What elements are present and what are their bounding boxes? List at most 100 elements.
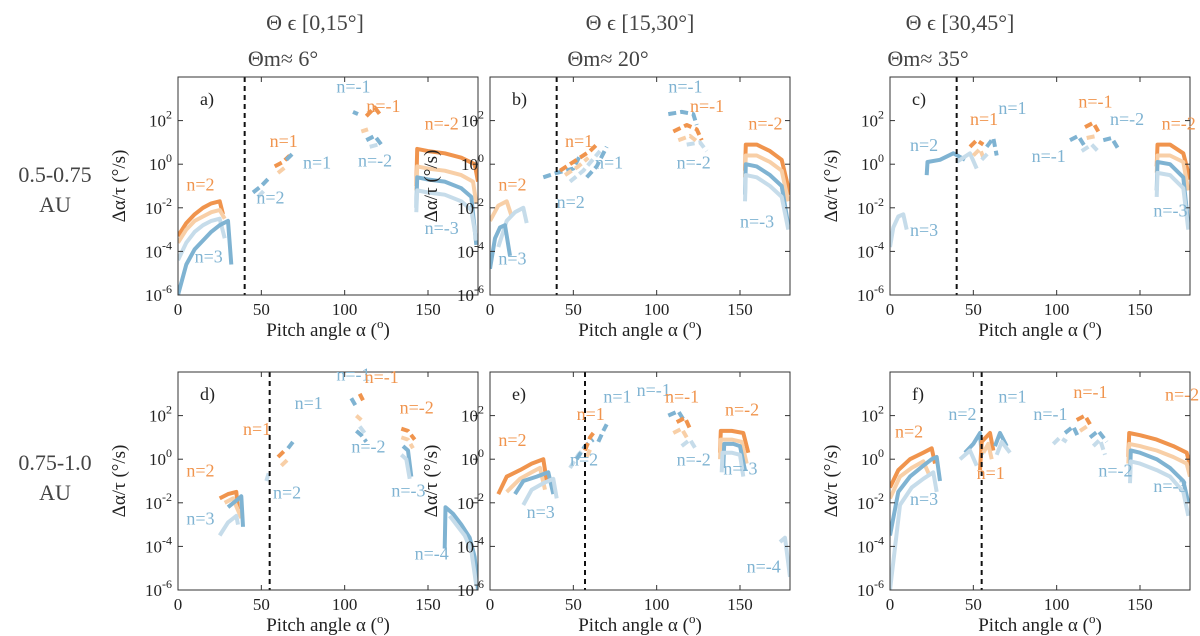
series-label: n=-1 xyxy=(1078,92,1112,112)
axes-frame xyxy=(489,371,791,591)
series-curve xyxy=(448,514,478,586)
series-curve xyxy=(1154,170,1190,230)
series-curve xyxy=(584,445,594,458)
series-curve xyxy=(286,438,297,450)
series-curve xyxy=(890,212,909,248)
series-curve xyxy=(365,133,383,146)
series-curve xyxy=(490,223,512,270)
x-axis-label: Pitch angle α (o) xyxy=(266,611,390,636)
series-curve xyxy=(279,457,290,468)
chart-panel: 0 50 100 150 10-6 10-4 10-2 100 102 Pitch angle α… xyxy=(421,76,791,341)
panel-label: a) xyxy=(200,89,214,110)
series-label: n=3 xyxy=(910,489,938,509)
y-tick-label: 100 xyxy=(861,151,884,174)
series-label: n=1 xyxy=(970,109,998,129)
y-axis-label: Δα/τ (°/s) xyxy=(821,445,842,518)
y-axis-label: Δα/τ (°/s) xyxy=(421,150,442,223)
series-label: n=-2 xyxy=(1098,461,1132,481)
series-label: n=-3 xyxy=(1153,201,1187,221)
series-curve xyxy=(558,143,599,173)
y-tick-label: 10-4 xyxy=(145,533,172,556)
x-tick-label: 100 xyxy=(644,300,670,319)
series-label: n=2 xyxy=(256,187,284,207)
series-curve xyxy=(284,151,295,162)
series-curve xyxy=(890,470,939,590)
y-tick-label: 100 xyxy=(461,446,484,469)
series-curve xyxy=(496,457,549,495)
x-tick-label: 100 xyxy=(332,595,358,614)
series-curve xyxy=(178,216,227,261)
column-header-theta-m: Θm≈ 35° xyxy=(887,46,968,71)
y-tick-label: 10-2 xyxy=(857,195,884,218)
x-tick-label: 150 xyxy=(727,595,753,614)
series-curve xyxy=(276,164,288,175)
x-tick-label: 0 xyxy=(886,300,895,319)
series-label: n=-3 xyxy=(425,218,459,238)
series-curve xyxy=(401,444,414,477)
series-label: n=-2 xyxy=(725,400,759,420)
y-tick-label: 10-6 xyxy=(145,577,172,600)
series-curve xyxy=(981,441,994,460)
y-axis-label: Δα/τ (°/s) xyxy=(421,445,442,518)
series-label: n=2 xyxy=(557,192,585,212)
series-label: n=2 xyxy=(273,482,301,502)
series-curve xyxy=(743,173,790,230)
y-tick-label: 10-2 xyxy=(857,490,884,513)
y-tick-label: 10-4 xyxy=(457,533,484,556)
series-label: n=1 xyxy=(998,387,1026,407)
x-tick-label: 0 xyxy=(486,300,495,319)
series-curve xyxy=(178,208,227,244)
axes-frame xyxy=(177,76,479,296)
series-label: n=3 xyxy=(498,248,526,268)
series-label: n=-1 xyxy=(365,367,399,387)
series-curve xyxy=(1128,459,1190,517)
series-curve xyxy=(399,453,412,480)
series-label: n=-1 xyxy=(1073,382,1107,402)
series-curve xyxy=(1075,413,1092,426)
y-tick-label: 10-2 xyxy=(457,490,484,513)
y-tick-label: 10-2 xyxy=(145,195,172,218)
series-label: n=1 xyxy=(295,393,323,413)
series-label: n=1 xyxy=(603,387,631,407)
series-label: n=-2 xyxy=(425,113,459,133)
series-curve xyxy=(778,535,790,578)
y-axis-label: Δα/τ (°/s) xyxy=(109,150,130,223)
y-tick-label: 10-6 xyxy=(857,577,884,600)
x-tick-label: 50 xyxy=(565,595,582,614)
series-curve xyxy=(596,423,609,443)
series-curve xyxy=(968,138,985,149)
panel-label: b) xyxy=(512,89,527,110)
x-tick-label: 50 xyxy=(565,300,582,319)
series-curve xyxy=(743,162,790,226)
series-curve xyxy=(400,435,415,450)
series-curve xyxy=(256,186,268,199)
series-curve xyxy=(667,109,699,126)
series-curve xyxy=(719,450,746,477)
series-curve xyxy=(352,110,359,116)
series-curve xyxy=(743,153,790,202)
column-header-theta-range: Θ ϵ [30,45°] xyxy=(906,10,1015,35)
series-label: n=3 xyxy=(186,509,214,529)
series-label: n=-2 xyxy=(358,150,392,170)
series-label: n=-2 xyxy=(1165,384,1199,404)
series-label: n=-4 xyxy=(747,557,781,577)
y-axis-label: Δα/τ (°/s) xyxy=(821,150,842,223)
series-curve xyxy=(349,397,359,408)
series-label: n=-2 xyxy=(748,113,782,133)
series-label: n=1 xyxy=(303,153,331,173)
x-tick-label: 50 xyxy=(253,595,270,614)
row-label-distance: 0.5-0.75 xyxy=(18,162,91,187)
series-curve xyxy=(563,156,590,177)
series-label: n=2 xyxy=(498,430,526,450)
series-curve xyxy=(1078,424,1088,433)
x-tick-label: 50 xyxy=(253,300,270,319)
series-curve xyxy=(251,175,272,195)
series-label: n=2 xyxy=(498,174,526,194)
x-axis-label: Pitch angle α (o) xyxy=(266,316,390,341)
x-axis-label: Pitch angle α (o) xyxy=(978,316,1102,341)
series-curve xyxy=(585,145,609,179)
y-tick-label: 102 xyxy=(861,108,884,131)
column-header-theta-m: Θm≈ 20° xyxy=(567,46,648,71)
x-axis-label: Pitch angle α (o) xyxy=(578,316,702,341)
series-curve xyxy=(1080,142,1102,155)
